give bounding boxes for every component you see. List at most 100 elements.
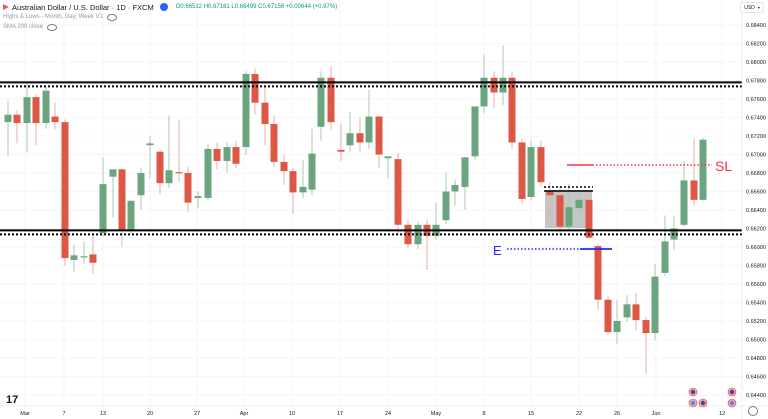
price-tick-label: 0.67000: [746, 153, 766, 159]
candle: [109, 169, 117, 177]
time-tick-label: May: [431, 411, 442, 417]
market-status-icon[interactable]: [159, 3, 168, 11]
candle: [32, 97, 40, 124]
stop-loss-label: SL: [715, 158, 732, 174]
candle: [299, 186, 307, 193]
candle: [251, 74, 259, 103]
candle: [261, 102, 269, 124]
symbol-flag-icon: [3, 4, 9, 10]
symbol-title[interactable]: Australian Dollar / U.S. Dollar · 1D · F…: [12, 2, 154, 12]
price-tick-label: 0.64600: [746, 375, 766, 381]
currency-selector[interactable]: USD ▾: [740, 2, 764, 13]
horizontal-levels: [0, 81, 742, 250]
time-tick-label: 10: [289, 411, 295, 417]
time-tick-label: 8: [482, 411, 485, 417]
time-tick-label: 26: [614, 411, 620, 417]
candle: [442, 191, 450, 221]
candle: [585, 199, 593, 238]
price-tick-label: 0.65600: [746, 282, 766, 288]
candle: [356, 133, 364, 143]
price-tick-label: 0.65800: [746, 264, 766, 270]
time-tick-label: 24: [385, 411, 391, 417]
grid-lines: [0, 0, 742, 406]
candle: [127, 200, 135, 230]
price-tick-label: 0.67800: [746, 79, 766, 85]
candle: [499, 77, 507, 93]
candle: [394, 159, 402, 225]
candle: [156, 151, 164, 184]
candle: [308, 153, 316, 190]
price-tick-label: 0.66200: [746, 227, 766, 233]
candle: [137, 173, 145, 196]
candle: [204, 148, 212, 198]
settings-icon[interactable]: [748, 406, 758, 416]
candle: [508, 77, 516, 143]
price-tick-label: 0.65400: [746, 301, 766, 307]
candle: [613, 321, 621, 333]
time-tick-label: 27: [194, 411, 200, 417]
candle: [471, 106, 479, 157]
price-tick-label: 0.68400: [746, 23, 766, 29]
event-icons[interactable]: [688, 387, 737, 408]
price-tick-label: 0.65000: [746, 338, 766, 344]
time-tick-label: 20: [147, 411, 153, 417]
candle: [651, 276, 659, 334]
tradingview-logo[interactable]: 17: [6, 394, 19, 406]
candle: [365, 116, 373, 143]
eye-hidden-icon[interactable]: [47, 23, 58, 31]
time-tick-label: Jun: [652, 411, 661, 417]
candle: [375, 116, 383, 155]
candle: [565, 207, 573, 227]
candle: [327, 77, 335, 123]
time-axis[interactable]: Mar 7 13 20 27 Apr 10 17 24 May 8 15 22 26 Jun 12: [20, 411, 725, 417]
indicator-highs-lows[interactable]: Highs & Lows - Month, Day, Week V1: [3, 14, 103, 20]
candle: [518, 142, 526, 199]
candle: [317, 77, 325, 127]
candle: [70, 255, 78, 260]
candle: [546, 191, 554, 196]
candle: [13, 114, 21, 124]
price-tick-label: 0.66400: [746, 208, 766, 214]
candle: [175, 172, 183, 174]
candle: [490, 77, 498, 93]
price-tick-label: 0.67600: [746, 97, 766, 103]
candle: [642, 320, 650, 334]
chevron-down-icon: ▾: [757, 5, 760, 10]
candle: [690, 180, 698, 200]
time-tick-label: 15: [528, 411, 534, 417]
eye-hidden-icon[interactable]: [106, 13, 117, 21]
price-tick-label: 0.66000: [746, 245, 766, 251]
candle: [699, 139, 707, 200]
candle: [280, 161, 288, 172]
price-tick-label: 0.64400: [746, 393, 766, 399]
candle: [384, 156, 392, 159]
candle: [461, 157, 469, 187]
candle: [604, 299, 612, 333]
candle: [556, 195, 564, 227]
time-tick-label: Mar: [20, 411, 30, 417]
candle: [61, 122, 69, 259]
candle: [480, 77, 488, 107]
time-tick-label: 7: [62, 411, 65, 417]
candle: [118, 169, 126, 230]
time-tick-label: Apr: [240, 411, 249, 417]
candle: [575, 199, 583, 209]
candle: [632, 304, 640, 321]
candle: [594, 246, 602, 300]
time-tick-label: 12: [719, 411, 725, 417]
candle: [527, 147, 535, 198]
candle: [223, 147, 231, 161]
indicator-sma[interactable]: SMA 200 close: [3, 24, 44, 30]
candle: [661, 241, 669, 273]
time-tick-label: 17: [337, 411, 343, 417]
candle: [165, 170, 173, 184]
candle: [623, 304, 631, 318]
time-tick-label: 13: [100, 411, 106, 417]
candle: [194, 196, 202, 198]
price-tick-label: 0.68200: [746, 42, 766, 48]
price-tick-label: 0.64800: [746, 356, 766, 362]
candle: [184, 173, 192, 203]
candle: [80, 256, 88, 258]
